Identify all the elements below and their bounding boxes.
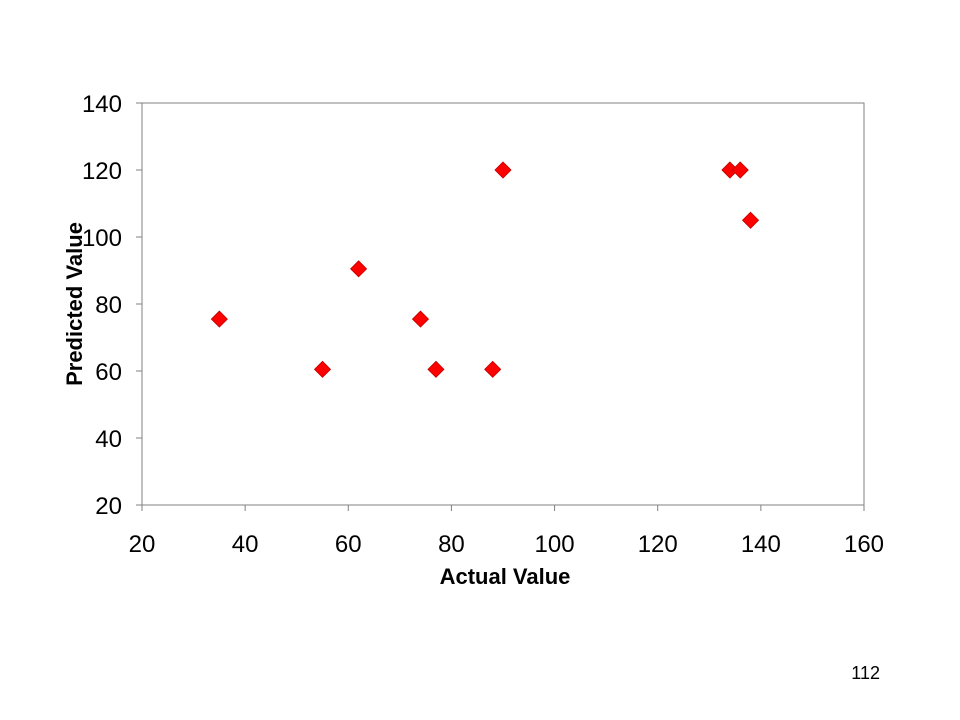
data-point	[484, 360, 502, 378]
y-tick-label: 140	[82, 91, 122, 118]
y-tick-label: 60	[95, 359, 122, 386]
data-point	[411, 310, 430, 328]
data-point	[731, 161, 749, 179]
y-axis: 20 40 60 80 100 120 140	[82, 91, 142, 520]
y-tick-label: 20	[95, 493, 122, 520]
y-tick-label: 120	[82, 158, 122, 185]
x-tick-label: 100	[535, 531, 575, 558]
y-tick-label: 40	[95, 426, 122, 453]
x-tick-label: 60	[335, 531, 362, 558]
data-point	[494, 161, 512, 179]
page-number: 112	[851, 663, 880, 683]
data-point	[210, 310, 228, 328]
y-tick-label: 100	[82, 225, 122, 252]
x-tick-label: 120	[638, 531, 678, 558]
data-point	[427, 360, 445, 378]
y-axis-title: Predicted Value	[62, 222, 87, 386]
y-tick-label: 80	[95, 292, 122, 319]
data-point	[741, 211, 760, 229]
data-points	[210, 161, 760, 378]
data-point	[313, 360, 332, 378]
x-tick-label: 160	[844, 531, 884, 558]
x-tick-label: 80	[438, 531, 465, 558]
x-axis: 20 40 60 80 100 120 140 160	[129, 505, 884, 558]
x-tick-label: 20	[129, 531, 156, 558]
x-tick-label: 40	[232, 531, 259, 558]
x-axis-title: Actual Value	[440, 564, 571, 589]
x-tick-label: 140	[741, 531, 781, 558]
data-point	[350, 260, 368, 278]
